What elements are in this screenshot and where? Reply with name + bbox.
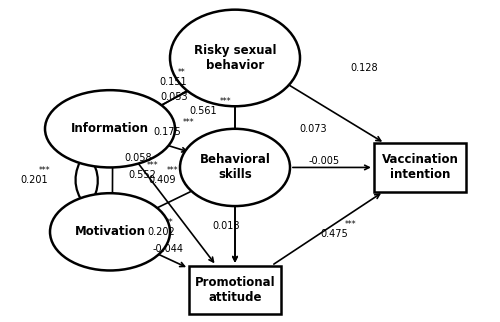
Text: ***: *** xyxy=(183,118,194,127)
Text: 0.552: 0.552 xyxy=(128,170,156,181)
Text: -0.005: -0.005 xyxy=(309,156,340,166)
Text: Information: Information xyxy=(71,122,149,135)
FancyBboxPatch shape xyxy=(374,143,466,192)
Text: Risky sexual
behavior: Risky sexual behavior xyxy=(194,44,276,72)
Text: 0.058: 0.058 xyxy=(124,153,152,164)
Text: ***: *** xyxy=(167,166,178,175)
Text: 0.128: 0.128 xyxy=(350,62,378,73)
Text: 0.475: 0.475 xyxy=(320,229,348,240)
Text: 0.202: 0.202 xyxy=(147,227,175,237)
Text: ***: *** xyxy=(147,161,158,170)
Text: -0.044: -0.044 xyxy=(153,243,184,254)
Ellipse shape xyxy=(180,129,290,206)
Text: 0.018: 0.018 xyxy=(212,221,240,231)
Ellipse shape xyxy=(45,90,175,167)
FancyBboxPatch shape xyxy=(188,266,281,314)
Text: 0.073: 0.073 xyxy=(299,124,326,134)
Text: ***: *** xyxy=(220,97,231,106)
Text: Vaccination
intention: Vaccination intention xyxy=(382,154,458,181)
Text: Behavioral
skills: Behavioral skills xyxy=(200,154,270,181)
Text: Motivation: Motivation xyxy=(74,225,146,238)
Ellipse shape xyxy=(170,10,300,106)
Text: 0.201: 0.201 xyxy=(20,175,48,185)
Text: 0.053: 0.053 xyxy=(160,91,188,102)
Text: 0.561: 0.561 xyxy=(190,106,218,116)
Text: **: ** xyxy=(178,68,186,77)
Text: 0.151: 0.151 xyxy=(159,77,186,87)
Text: **: ** xyxy=(166,218,174,227)
Text: 0.175: 0.175 xyxy=(153,127,181,137)
Text: 0.409: 0.409 xyxy=(148,175,176,185)
Ellipse shape xyxy=(50,193,170,270)
Text: ***: *** xyxy=(345,220,356,229)
Text: Promotional
attitude: Promotional attitude xyxy=(194,276,276,304)
Text: ***: *** xyxy=(39,166,50,175)
